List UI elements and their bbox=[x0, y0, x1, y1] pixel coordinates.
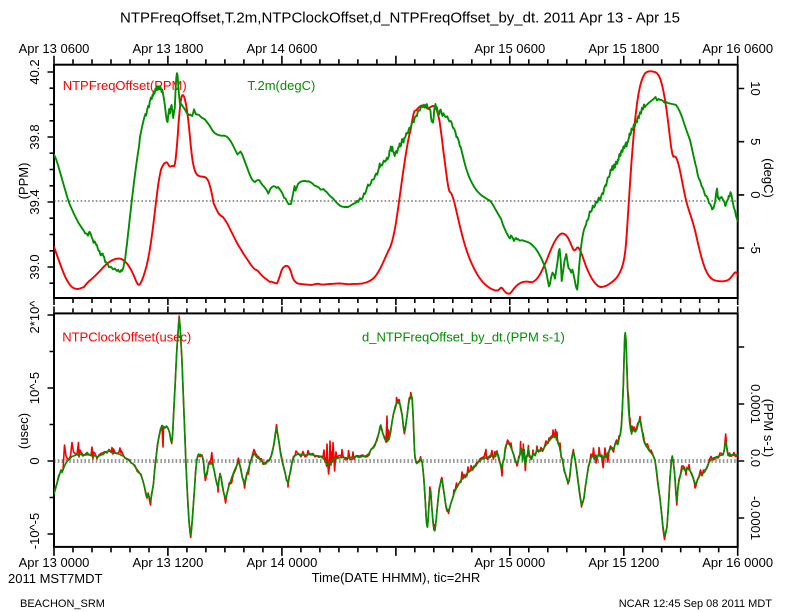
svg-text:39.4: 39.4 bbox=[27, 189, 42, 214]
svg-text:Apr 15 1200: Apr 15 1200 bbox=[588, 555, 659, 570]
svg-text:-5: -5 bbox=[748, 242, 763, 254]
svg-text:NCAR 12:45 Sep 08 2011 MDT: NCAR 12:45 Sep 08 2011 MDT bbox=[619, 598, 773, 610]
svg-text:Apr 15 1800: Apr 15 1800 bbox=[588, 41, 659, 56]
svg-text:NTPFreqOffset(PPM): NTPFreqOffset(PPM) bbox=[63, 78, 187, 93]
svg-text:d_NTPFreqOffset_by_dt.(PPM s-1: d_NTPFreqOffset_by_dt.(PPM s-1) bbox=[362, 330, 565, 345]
svg-text:40.2: 40.2 bbox=[27, 59, 42, 84]
svg-text:39.8: 39.8 bbox=[27, 124, 42, 149]
svg-text:10^-5: 10^-5 bbox=[27, 372, 42, 404]
svg-text:Apr 13 1200: Apr 13 1200 bbox=[132, 555, 203, 570]
svg-text:2*10^: 2*10^ bbox=[27, 300, 42, 334]
svg-text:2011 MST7MDT: 2011 MST7MDT bbox=[8, 571, 102, 586]
svg-text:10: 10 bbox=[748, 81, 763, 95]
svg-text:Apr 16 0600: Apr 16 0600 bbox=[702, 41, 773, 56]
svg-text:Time(DATE HHMM), tic=2HR: Time(DATE HHMM), tic=2HR bbox=[312, 570, 481, 585]
svg-text:0: 0 bbox=[27, 457, 42, 464]
svg-text:(usec): (usec) bbox=[16, 413, 31, 449]
svg-text:Apr 13 0600: Apr 13 0600 bbox=[19, 41, 90, 56]
svg-text:-10^-5: -10^-5 bbox=[27, 513, 42, 549]
svg-text:Apr 14 0600: Apr 14 0600 bbox=[246, 41, 317, 56]
svg-text:-0.0001: -0.0001 bbox=[748, 496, 763, 540]
svg-text:Apr 16 0000: Apr 16 0000 bbox=[702, 555, 773, 570]
svg-text:(degC): (degC) bbox=[761, 158, 776, 198]
svg-text:Apr 15 0000: Apr 15 0000 bbox=[474, 555, 545, 570]
svg-text:Apr 13 0000: Apr 13 0000 bbox=[19, 555, 90, 570]
svg-text:BEACHON_SRM: BEACHON_SRM bbox=[20, 598, 105, 610]
svg-text:Apr 14 0000: Apr 14 0000 bbox=[246, 555, 317, 570]
svg-text:(PPM): (PPM) bbox=[16, 163, 31, 200]
svg-text:(PPM s-1): (PPM s-1) bbox=[761, 399, 776, 458]
svg-text:5: 5 bbox=[748, 138, 763, 145]
svg-text:Apr 13 1800: Apr 13 1800 bbox=[132, 41, 203, 56]
svg-text:Apr 15 0600: Apr 15 0600 bbox=[474, 41, 545, 56]
svg-text:0: 0 bbox=[748, 191, 763, 198]
svg-text:0.0001: 0.0001 bbox=[748, 384, 763, 424]
svg-text:39.0: 39.0 bbox=[27, 254, 42, 279]
svg-text:NTPFreqOffset,T.2m,NTPClockOff: NTPFreqOffset,T.2m,NTPClockOffset,d_NTPF… bbox=[120, 10, 680, 27]
svg-text:NTPClockOffset(usec): NTPClockOffset(usec) bbox=[62, 330, 191, 345]
svg-text:0.0: 0.0 bbox=[748, 449, 763, 467]
svg-text:T.2m(degC): T.2m(degC) bbox=[247, 78, 315, 93]
